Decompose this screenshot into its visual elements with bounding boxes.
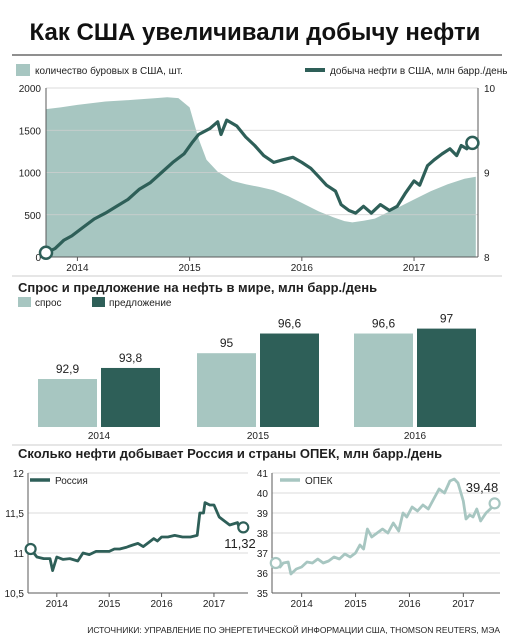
opec-line	[274, 477, 496, 576]
bar-value-label: 96,6	[278, 317, 302, 331]
bar-supply-2014	[101, 367, 160, 427]
y-tick-label: 36	[257, 569, 269, 580]
bar-category-label: 2014	[88, 431, 111, 442]
left-axis-tick-label: 500	[24, 211, 41, 222]
russia-opec-title: Сколько нефти добывает Россия и страны О…	[18, 446, 442, 461]
x-tick-label: 2014	[46, 599, 69, 610]
bar-category-label: 2015	[247, 431, 270, 442]
x-tick-label: 2016	[398, 599, 421, 610]
bar-value-label: 92,9	[56, 362, 80, 376]
bar-value-label: 93,8	[119, 351, 143, 365]
bar-demand-2015	[197, 353, 256, 427]
x-tick-label: 2014	[66, 263, 89, 274]
russia-end-value-label: 11,32	[224, 536, 256, 551]
opec-end-marker	[488, 497, 501, 510]
us-rigs-production-chart: 0 500 1000 1500 2000 8 9 10 2014 2015 2016 2017	[19, 84, 496, 274]
production-end-marker	[465, 135, 480, 151]
left-axis-tick-label: 2000	[19, 84, 42, 95]
bar-value-label: 95	[220, 336, 234, 350]
y-tick-label: 41	[257, 469, 269, 480]
y-tick-label: 37	[257, 549, 269, 560]
x-tick-label: 2015	[98, 599, 121, 610]
rigs-legend-swatch	[16, 64, 30, 76]
rigs-legend-label: количество буровых в США, шт.	[35, 65, 183, 77]
demand-legend-swatch	[18, 297, 31, 307]
bar-category-label: 2016	[404, 431, 427, 442]
x-tick-label: 2017	[203, 599, 226, 610]
y-tick-label: 10,5	[5, 589, 25, 600]
bar-demand-2016	[354, 333, 413, 427]
main-title: Как США увеличивали добычу нефти	[30, 19, 481, 46]
opec-legend-label: ОПЕК	[305, 476, 333, 487]
production-start-marker	[38, 245, 54, 261]
y-tick-label: 35	[257, 589, 269, 600]
demand-legend-label: спрос	[35, 298, 62, 309]
bar-value-label: 96,6	[372, 317, 396, 331]
left-axis-tick-label: 1000	[19, 169, 42, 180]
opec-end-value-label: 39,48	[466, 480, 499, 495]
opec-start-marker	[269, 556, 282, 570]
x-tick-label: 2016	[291, 263, 314, 274]
russia-production-chart: 10,5 11 11,5 12 2014 2015 2016 2017 Россия 11,32	[5, 469, 256, 610]
production-legend-label: добыча нефти в США, млн барр./день	[330, 65, 507, 77]
sources-note: ИСТОЧНИКИ: УПРАВЛЕНИЕ ПО ЭНЕРГЕТИЧЕСКОЙ …	[87, 624, 500, 635]
demand-supply-bar-chart: 92,9 93,8 2014 95 96,6 2015 96,6 97 2016	[38, 312, 476, 442]
bar-demand-2014	[38, 379, 97, 427]
bar-supply-2015	[260, 333, 319, 427]
x-tick-label: 2015	[344, 599, 367, 610]
y-tick-label: 38	[257, 529, 269, 540]
x-tick-label: 2014	[291, 599, 314, 610]
x-tick-label: 2017	[403, 263, 426, 274]
demand-supply-title: Спрос и предложение на нефть в мире, млн…	[18, 280, 377, 295]
russia-start-marker	[24, 542, 37, 556]
y-tick-label: 12	[13, 469, 25, 480]
supply-legend-swatch	[92, 297, 105, 307]
opec-production-chart: 35 36 37 38 39 40 41 2014 2015 2016 2017 ОПЕК 39,48	[257, 469, 501, 610]
russia-line	[29, 501, 245, 572]
russia-legend-label: Россия	[55, 476, 88, 487]
right-axis-tick-label: 8	[484, 253, 490, 264]
right-axis-tick-label: 10	[484, 84, 496, 95]
x-tick-label: 2017	[452, 599, 475, 610]
supply-legend-label: предложение	[109, 298, 172, 309]
russia-end-marker	[237, 521, 250, 534]
y-tick-label: 11,5	[5, 509, 24, 520]
y-tick-label: 11	[14, 549, 25, 560]
production-line	[44, 118, 474, 255]
left-axis-tick-label: 1500	[19, 126, 42, 137]
left-axis-tick-label: 0	[35, 253, 41, 264]
x-tick-label: 2015	[179, 263, 202, 274]
y-tick-label: 40	[257, 489, 269, 500]
bar-value-label: 97	[440, 312, 454, 326]
rigs-area	[46, 97, 476, 257]
x-tick-label: 2016	[150, 599, 173, 610]
bar-supply-2016	[417, 328, 476, 427]
y-tick-label: 39	[257, 509, 269, 520]
right-axis-tick-label: 9	[484, 169, 490, 180]
